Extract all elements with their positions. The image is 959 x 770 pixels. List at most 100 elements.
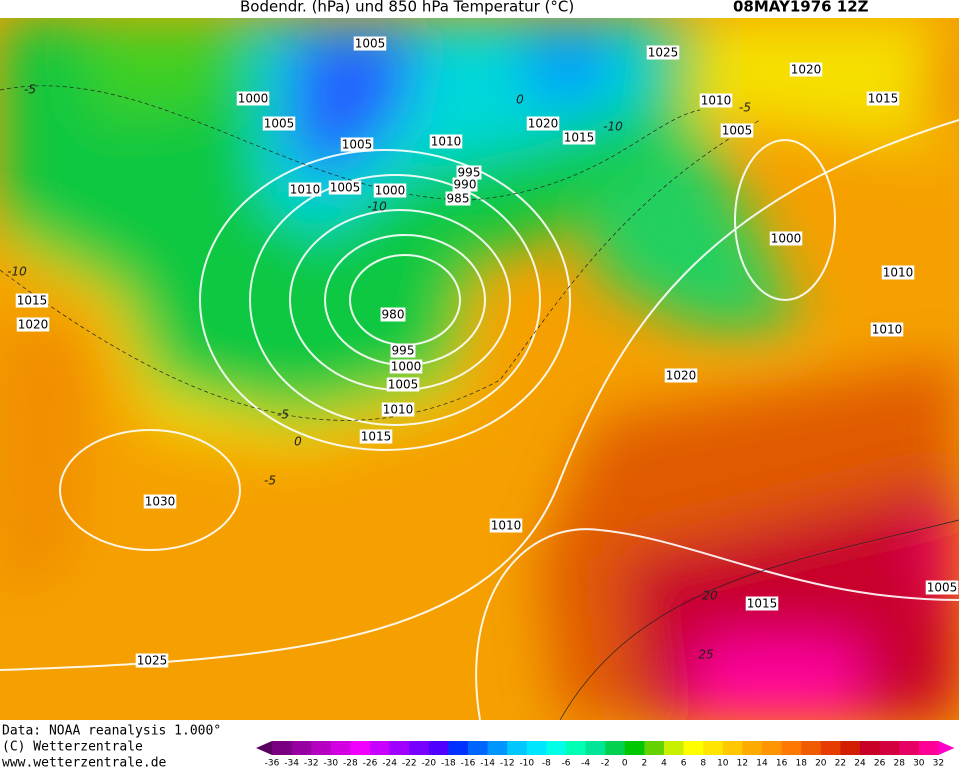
isobar-label: 1000 — [375, 184, 406, 198]
isobar-label: 1010 — [290, 183, 321, 197]
colorbar-label: -32 — [304, 759, 319, 769]
colorbar-label: -6 — [562, 759, 571, 769]
colorbar-label: 28 — [893, 759, 905, 769]
colorbar-swatch — [566, 741, 587, 755]
colorbar-label: -16 — [461, 759, 476, 769]
isobar-label-box — [328, 180, 362, 195]
isobar-label-box — [389, 359, 423, 374]
isobar-label-box — [881, 265, 915, 280]
colorbar-label: 14 — [756, 759, 768, 769]
map-date: 08MAY1976 12Z — [733, 0, 869, 16]
colorbar-swatch — [291, 741, 312, 755]
isobar-label-box — [16, 317, 50, 332]
isobar-label: 1005 — [722, 124, 753, 138]
isobar-label: 1005 — [388, 378, 419, 392]
colorbar-swatch — [272, 741, 293, 755]
isobar-label: 1010 — [701, 94, 732, 108]
isobar-label: 1010 — [431, 135, 462, 149]
colorbar-swatch — [703, 741, 724, 755]
isobar-label-box — [720, 123, 754, 138]
isobar-label-box — [769, 231, 803, 246]
temperature-label: -5 — [264, 474, 276, 488]
isobar-label: 1015 — [361, 430, 392, 444]
colorbar-swatch — [624, 741, 645, 755]
isobar-label: 1015 — [868, 92, 899, 106]
isobar-label: 1010 — [872, 323, 903, 337]
isobar-label-box — [789, 62, 823, 77]
footer-line: Data: NOAA reanalysis 1.000° — [2, 724, 221, 739]
colorbar-swatch — [742, 741, 763, 755]
colorbar-swatch — [448, 741, 469, 755]
isobar-label-box — [386, 377, 420, 392]
colorbar-label: 18 — [795, 759, 807, 769]
colorbar-label: -18 — [441, 759, 456, 769]
temperature-label: -10 — [367, 200, 387, 214]
colorbar-swatch — [840, 741, 861, 755]
isobar-label-box — [562, 130, 596, 145]
map-title: Bodendr. (hPa) und 850 hPa Temperatur (°… — [240, 0, 574, 16]
isobar-label-box — [380, 307, 406, 322]
isobar-label-box — [866, 91, 900, 106]
colorbar-label: 2 — [642, 759, 648, 769]
colorbar-swatch — [605, 741, 626, 755]
temperature-label: -10 — [603, 120, 623, 134]
colorbar-label: -34 — [284, 759, 299, 769]
temperature-label: -5 — [739, 101, 751, 115]
isobar-label-box — [236, 91, 270, 106]
colorbar-label: -30 — [323, 759, 338, 769]
isobar-label: 1020 — [666, 369, 697, 383]
isobar-label: 1020 — [791, 63, 822, 77]
isobar-label: 1015 — [17, 294, 48, 308]
isobar-label-box — [925, 580, 959, 595]
colorbar-swatch — [879, 741, 900, 755]
colorbar-swatch — [409, 741, 430, 755]
colorbar-swatch — [664, 741, 685, 755]
colorbar-label: -12 — [500, 759, 515, 769]
isobar-label-box — [288, 182, 322, 197]
colorbar-label: 4 — [661, 759, 667, 769]
temperature-label: -5 — [277, 408, 289, 422]
colorbar-swatch — [899, 741, 920, 755]
colorbar-swatch — [762, 741, 783, 755]
colorbar-swatch — [507, 741, 528, 755]
isobar-label: 1010 — [383, 403, 414, 417]
isobar-label: 1005 — [927, 581, 958, 595]
colorbar-label: -20 — [421, 759, 436, 769]
colorbar-label: -28 — [343, 759, 358, 769]
colorbar-label: 24 — [854, 759, 866, 769]
colorbar-swatch — [781, 741, 802, 755]
footer-line: www.wetterzentrale.de — [2, 756, 167, 770]
isobar-label-box — [359, 429, 393, 444]
isobar-label: 1025 — [648, 46, 679, 60]
colorbar-swatch — [468, 741, 489, 755]
temperature-label: -5 — [24, 83, 36, 97]
isobar-label-box — [381, 402, 415, 417]
colorbar-swatch — [487, 741, 508, 755]
isobar-label: 1005 — [264, 117, 295, 131]
temperature-label: 0 — [294, 435, 302, 449]
colorbar-swatch — [526, 741, 547, 755]
colorbar-label: -2 — [601, 759, 610, 769]
colorbar-swatch — [860, 741, 881, 755]
temperature-label: -10 — [7, 265, 27, 279]
isobar-label: 1015 — [564, 131, 595, 145]
isobar-label-box — [353, 36, 387, 51]
isobar-label-box — [445, 191, 471, 206]
isobar-label: 1020 — [18, 318, 49, 332]
colorbar-swatch — [428, 741, 449, 755]
isobar-label-box — [373, 183, 407, 198]
isobar-label: 1010 — [883, 266, 914, 280]
colorbar-swatch — [330, 741, 351, 755]
temperature-label: 0 — [516, 93, 524, 107]
colorbar-label: 26 — [874, 759, 886, 769]
isobar-label: 995 — [392, 344, 415, 358]
colorbar-label: 20 — [815, 759, 827, 769]
isobar-label-box — [870, 322, 904, 337]
isobar-label: 1020 — [528, 117, 559, 131]
colorbar-label: -24 — [382, 759, 397, 769]
isobar-label: 1005 — [342, 138, 373, 152]
colorbar-label: -4 — [581, 759, 590, 769]
isobar-label: 1025 — [137, 654, 168, 668]
isobar-label-box — [429, 134, 463, 149]
